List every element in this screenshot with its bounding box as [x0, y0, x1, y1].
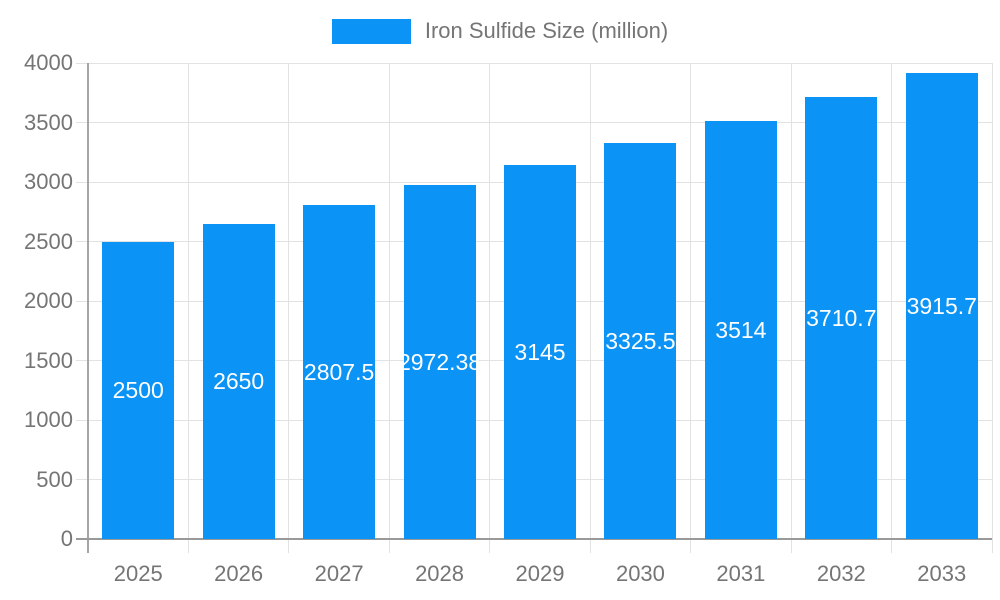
bar[interactable]	[303, 204, 376, 539]
x-axis-tick-label: 2025	[113, 561, 163, 586]
x-gridline	[489, 63, 491, 553]
x-axis-line	[76, 538, 992, 540]
bar-value-label: 2500	[112, 377, 164, 404]
x-axis-tick-label: 2026	[214, 561, 264, 586]
x-gridline	[790, 63, 792, 553]
bar-value-label: 3710.7	[806, 305, 877, 332]
bar[interactable]	[403, 185, 476, 539]
bar-value-label: 2650	[213, 368, 265, 395]
bar-value-label: 3514	[715, 316, 767, 343]
y-axis-tick-label: 3500	[24, 109, 73, 135]
x-axis-tick-label: 2033	[917, 561, 967, 586]
bar[interactable]	[905, 73, 978, 539]
y-axis-tick-label: 4000	[24, 50, 73, 75]
bar-value-label: 2972.38	[397, 349, 482, 376]
y-axis-tick-label: 1000	[24, 407, 73, 432]
y-axis-tick-label: 2500	[24, 228, 73, 254]
x-axis-tick-label: 2027	[314, 561, 364, 586]
bar-value-label: 3145	[514, 338, 566, 365]
bar[interactable]	[102, 241, 175, 539]
bar-value-label: 3915.7	[906, 293, 977, 320]
bar[interactable]	[805, 97, 878, 539]
x-gridline	[187, 63, 189, 553]
y-axis-tick-label: 500	[36, 466, 73, 492]
bar-value-label: 2807.5	[303, 358, 375, 385]
bar[interactable]	[504, 164, 576, 539]
bar[interactable]	[604, 143, 677, 539]
y-axis-tick-label: 3000	[24, 169, 73, 194]
x-axis-tick-label: 2029	[515, 561, 565, 586]
x-gridline	[690, 63, 692, 553]
x-gridline	[991, 63, 993, 553]
x-axis-tick-label: 2030	[615, 561, 665, 586]
bar-value-label: 3325.5	[605, 328, 676, 355]
bar[interactable]	[704, 120, 777, 539]
bar[interactable]	[202, 223, 275, 539]
x-axis-tick-label: 2032	[816, 561, 866, 586]
x-axis-tick-label: 2028	[415, 561, 465, 586]
x-gridline	[388, 63, 390, 553]
legend-label: Iron Sulfide Size (million)	[424, 18, 669, 43]
y-axis-line	[87, 63, 89, 553]
x-axis-tick-label: 2031	[716, 561, 766, 586]
x-gridline	[288, 63, 290, 553]
x-gridline	[891, 63, 893, 553]
chart-legend[interactable]: Iron Sulfide Size (million)	[0, 18, 1000, 44]
y-axis-tick-label: 0	[60, 526, 73, 551]
y-gridline	[76, 62, 992, 64]
y-gridline	[76, 122, 992, 123]
x-gridline	[589, 63, 591, 553]
y-axis-tick-label: 2000	[24, 288, 73, 313]
legend-swatch	[331, 18, 411, 44]
y-axis-tick-label: 1500	[24, 347, 73, 373]
